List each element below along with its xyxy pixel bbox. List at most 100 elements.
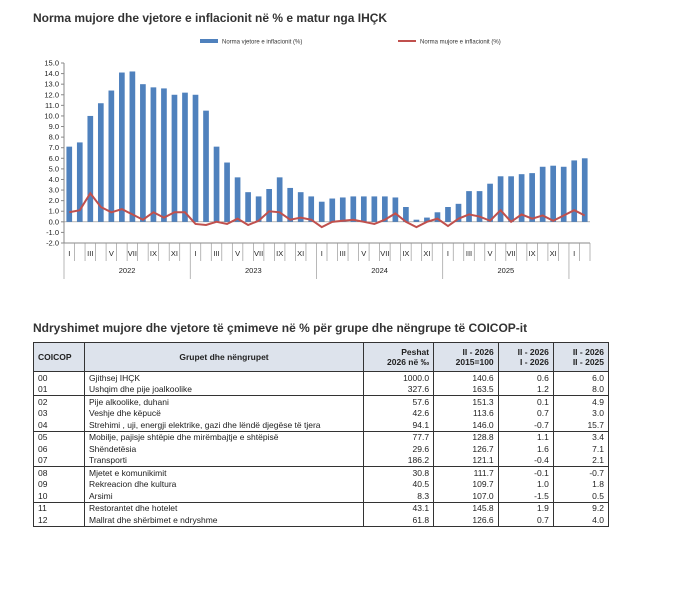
table-cell: 0.7 xyxy=(497,514,554,527)
table-row: 01 Ushqim dhe pije joalkoolike 327.6 163.5 1… xyxy=(33,383,610,396)
header-text: II - 2026 xyxy=(517,347,549,357)
x-tick-label: V xyxy=(235,249,240,258)
table-row: 07 Transporti 186.2 121.1 -0.4 2.1 xyxy=(33,454,610,467)
bar xyxy=(392,197,399,222)
x-tick-label: IX xyxy=(529,249,536,258)
y-tick-label: 7.0 xyxy=(49,143,59,152)
x-tick-label: V xyxy=(109,249,114,258)
table-cell: -0.7 xyxy=(552,466,610,479)
bar xyxy=(550,165,557,222)
legend-label: Norma vjetore e inflacionit (%) xyxy=(222,40,302,46)
table-cell: 145.8 xyxy=(433,502,499,514)
table-cell: 01 xyxy=(33,383,85,396)
bar xyxy=(76,142,83,222)
bar xyxy=(318,201,325,222)
bar xyxy=(297,192,304,222)
table-cell: 111.7 xyxy=(433,466,499,479)
bar xyxy=(266,189,272,222)
table-cell: 0.1 xyxy=(497,395,554,408)
table-cell: 1.6 xyxy=(497,443,554,455)
y-tick-label: 9.0 xyxy=(49,122,59,131)
header-text: I - 2026 xyxy=(520,357,549,367)
table-cell: 109.7 xyxy=(433,478,499,490)
table-cell: 3.4 xyxy=(552,431,610,443)
header-text: COICOP xyxy=(38,352,72,362)
table-body: 00 Gjithsej IHÇK 1000.0 140.6 0.6 6.0 01 Ushqim… xyxy=(33,371,610,527)
header-cell: II - 2026 II - 2025 xyxy=(552,342,610,372)
y-tick-label: 13.0 xyxy=(44,80,59,89)
x-tick-label: III xyxy=(466,249,472,258)
chart-title: Norma mujore dhe vjetore e inflacionit n… xyxy=(33,11,387,25)
table-cell: 03 xyxy=(33,407,85,419)
bar xyxy=(108,90,115,222)
table-row: 10 Arsimi 8.3 107.0 -1.5 0.5 xyxy=(33,490,610,503)
x-tick-label: I xyxy=(321,249,323,258)
y-tick-label: -2.0 xyxy=(46,239,59,248)
table-cell: 151.3 xyxy=(433,395,499,408)
bar xyxy=(276,177,283,222)
y-tick-label: 1.0 xyxy=(49,207,59,216)
table-title: Ndryshimet mujore dhe vjetore të çmimeve… xyxy=(33,321,528,335)
bar xyxy=(403,207,409,222)
table-cell: -1.5 xyxy=(497,490,554,503)
y-tick-label: 3.0 xyxy=(49,186,59,195)
bar xyxy=(371,196,378,222)
x-tick-label: VII xyxy=(380,249,389,258)
x-tick-label: I xyxy=(194,249,196,258)
legend-label: Norma mujore e inflacionit (%) xyxy=(420,40,501,46)
table-cell: 121.1 xyxy=(433,454,499,467)
table-cell: 02 xyxy=(33,395,85,408)
bar xyxy=(466,191,472,222)
table-cell: 126.6 xyxy=(433,514,499,527)
bar xyxy=(329,198,336,222)
year-label: 2022 xyxy=(119,266,136,275)
bar xyxy=(539,166,546,222)
table-cell: Strehimi , uji, energji elektrike, gazi … xyxy=(84,419,364,432)
table-row: 11 Restorantet dhe hotelet 43.1 145.8 1.9 9.2 xyxy=(33,502,610,514)
bar xyxy=(150,87,157,222)
table-cell: Shëndetësia xyxy=(84,443,364,455)
x-tick-label: I xyxy=(68,249,70,258)
x-tick-label: XI xyxy=(171,249,178,258)
table-cell: 146.0 xyxy=(433,419,499,432)
table-cell: 43.1 xyxy=(362,502,435,514)
table-cell: 40.5 xyxy=(362,478,435,490)
bar xyxy=(424,217,430,222)
bar xyxy=(497,176,504,222)
bar xyxy=(529,173,535,222)
table-cell: 186.2 xyxy=(362,454,435,467)
x-tick-label: VII xyxy=(128,249,137,258)
bar xyxy=(445,207,451,222)
table-cell: 11 xyxy=(33,502,85,514)
table-cell: 128.8 xyxy=(433,431,499,443)
table-cell: 15.7 xyxy=(552,419,610,432)
y-tick-label: 8.0 xyxy=(49,133,59,142)
table-cell: 08 xyxy=(33,466,85,479)
table-cell: 94.1 xyxy=(362,419,435,432)
table-cell: 6.0 xyxy=(552,371,610,384)
bar xyxy=(350,196,357,222)
table-cell: Restorantet dhe hotelet xyxy=(84,502,364,514)
x-tick-label: IX xyxy=(276,249,283,258)
bar xyxy=(171,94,178,222)
table-cell: 140.6 xyxy=(433,371,499,384)
table-cell: 30.8 xyxy=(362,466,435,479)
bar xyxy=(518,174,525,222)
line xyxy=(69,191,586,229)
bar xyxy=(434,212,441,222)
header-cell: COICOP xyxy=(33,342,85,372)
table-cell: 107.0 xyxy=(433,490,499,503)
table-cell: 8.0 xyxy=(552,383,610,396)
y-tick-label: 5.0 xyxy=(49,164,59,173)
bar xyxy=(487,183,493,222)
table-cell: Veshje dhe këpucë xyxy=(84,407,364,419)
table-row: 02 Pije alkoolike, duhani 57.6 151.3 0.1 4.9 xyxy=(33,395,610,408)
bar xyxy=(213,146,220,222)
header-text: Grupet dhe nëngrupet xyxy=(179,352,269,362)
table-cell: 12 xyxy=(33,514,85,527)
table-cell: 3.0 xyxy=(552,407,610,419)
x-tick-label: I xyxy=(447,249,449,258)
bar xyxy=(455,203,462,222)
y-tick-label: 10.0 xyxy=(44,111,59,120)
